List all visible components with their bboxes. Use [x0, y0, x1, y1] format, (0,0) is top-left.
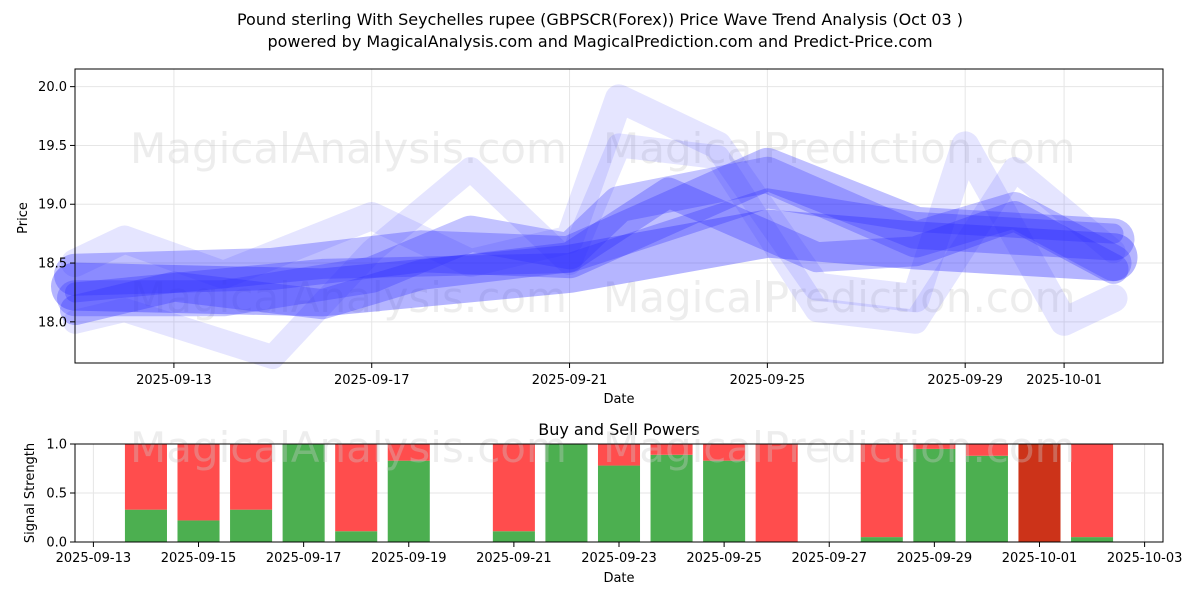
sell-bar	[755, 444, 798, 542]
buy-bar	[124, 509, 167, 542]
buy-bar	[965, 455, 1008, 542]
buy-bar	[597, 465, 641, 542]
buy-bar	[387, 460, 430, 542]
price-wave-line	[65, 188, 1124, 303]
price-wave-line	[61, 84, 1128, 336]
buy-bar	[335, 531, 378, 542]
signal-y-tick-label: 1.0	[46, 438, 67, 453]
signal-watermarks: MagicalAnalysis.com MagicalPrediction.com	[130, 423, 1076, 472]
signal-watermark: MagicalPrediction.com	[603, 423, 1076, 472]
price-grid	[75, 69, 1163, 363]
buy-bar	[282, 444, 325, 542]
sell-bar	[650, 444, 693, 455]
price-x-tick-label: 2025-09-17	[334, 373, 410, 388]
price-wave-line	[57, 156, 1132, 317]
signal-x-tick-label: 2025-09-13	[56, 551, 132, 566]
chart-title: Pound sterling With Seychelles rupee (GB…	[237, 10, 963, 29]
signal-y-tick-label: 0.5	[46, 487, 67, 502]
chart-subtitle: powered by MagicalAnalysis.com and Magic…	[267, 32, 932, 51]
buy-bar	[860, 537, 903, 542]
price-x-label: Date	[603, 392, 634, 407]
signal-y-ticks: 0.0 0.5 1.0	[46, 438, 75, 551]
price-wave-line	[63, 133, 1126, 370]
sell-bar	[230, 444, 273, 510]
price-y-tick-label: 18.5	[38, 257, 67, 272]
sell-bar	[597, 444, 641, 466]
price-wave-line	[60, 177, 1129, 326]
signal-x-tick-label: 2025-10-03	[1107, 551, 1183, 566]
price-x-tick-label: 2025-09-29	[927, 373, 1003, 388]
sell-bar	[335, 444, 378, 532]
signal-x-tick-label: 2025-09-19	[371, 551, 447, 566]
sell-bar	[703, 444, 746, 461]
buy-bar	[1071, 537, 1114, 542]
price-plot-frame	[74, 68, 1164, 364]
price-y-tick-label: 18.0	[38, 315, 67, 330]
signal-x-ticks: 2025-09-13 2025-09-15 2025-09-17 2025-09-19…	[56, 542, 1183, 566]
signal-bars	[124, 444, 1114, 542]
sell-bar	[913, 444, 956, 449]
buy-bar	[703, 460, 746, 542]
signal-x-tick-label: 2025-10-01	[1002, 551, 1078, 566]
buy-bar	[913, 448, 956, 542]
signal-y-label: Signal Strength	[23, 443, 38, 543]
signal-x-tick-label: 2025-09-29	[897, 551, 973, 566]
signal-title: Buy and Sell Powers	[538, 420, 700, 439]
signal-x-tick-label: 2025-09-21	[476, 551, 552, 566]
price-x-tick-label: 2025-10-01	[1026, 373, 1102, 388]
price-watermark: MagicalAnalysis.com	[130, 124, 567, 173]
buy-bar	[545, 444, 588, 542]
buy-bar	[492, 531, 535, 542]
buy-bar	[177, 520, 220, 542]
price-watermark: MagicalAnalysis.com	[130, 273, 567, 322]
price-x-tick-label: 2025-09-25	[730, 373, 806, 388]
sell-bar	[177, 444, 220, 521]
price-wave-line	[51, 209, 1138, 317]
price-watermark: MagicalPrediction.com	[603, 273, 1076, 322]
buy-bar	[230, 509, 273, 542]
price-y-tick-label: 19.5	[38, 139, 67, 154]
signal-panel: Buy and Sell Powers MagicalAnalysis.com M…	[23, 420, 1182, 586]
signal-x-tick-label: 2025-09-25	[686, 551, 762, 566]
price-y-ticks: 18.0 18.5 19.0 19.5 20.0	[38, 80, 75, 330]
price-x-tick-label: 2025-09-13	[136, 373, 212, 388]
signal-x-tick-label: 2025-09-23	[581, 551, 657, 566]
price-wave-line	[54, 148, 1135, 296]
price-watermarks: MagicalAnalysis.com MagicalPrediction.com…	[130, 124, 1076, 322]
price-x-tick-label: 2025-09-21	[532, 373, 608, 388]
sell-bar	[492, 444, 535, 532]
buy-bar	[650, 454, 693, 542]
price-plot-background	[75, 69, 1163, 363]
sell-bar	[965, 444, 1008, 456]
signal-x-tick-label: 2025-09-17	[266, 551, 342, 566]
signal-y-tick-label: 0.0	[46, 536, 67, 551]
price-x-ticks: 2025-09-13 2025-09-17 2025-09-21 2025-09-25…	[136, 363, 1102, 388]
signal-watermark: MagicalAnalysis.com	[130, 423, 567, 472]
price-watermark: MagicalPrediction.com	[603, 124, 1076, 173]
sell-bar	[1018, 444, 1061, 542]
signal-x-tick-label: 2025-09-15	[161, 551, 237, 566]
sell-bar	[124, 444, 167, 510]
price-y-label: Price	[16, 202, 31, 234]
price-waves	[51, 84, 1138, 370]
sell-bar	[1071, 444, 1114, 538]
price-y-tick-label: 19.0	[38, 198, 67, 213]
sell-bar	[860, 444, 903, 538]
price-y-tick-label: 20.0	[38, 80, 67, 95]
signal-x-label: Date	[603, 571, 634, 586]
sell-bar	[387, 444, 430, 461]
signal-x-tick-label: 2025-09-27	[791, 551, 867, 566]
price-panel: MagicalAnalysis.com MagicalPrediction.com…	[16, 68, 1164, 407]
